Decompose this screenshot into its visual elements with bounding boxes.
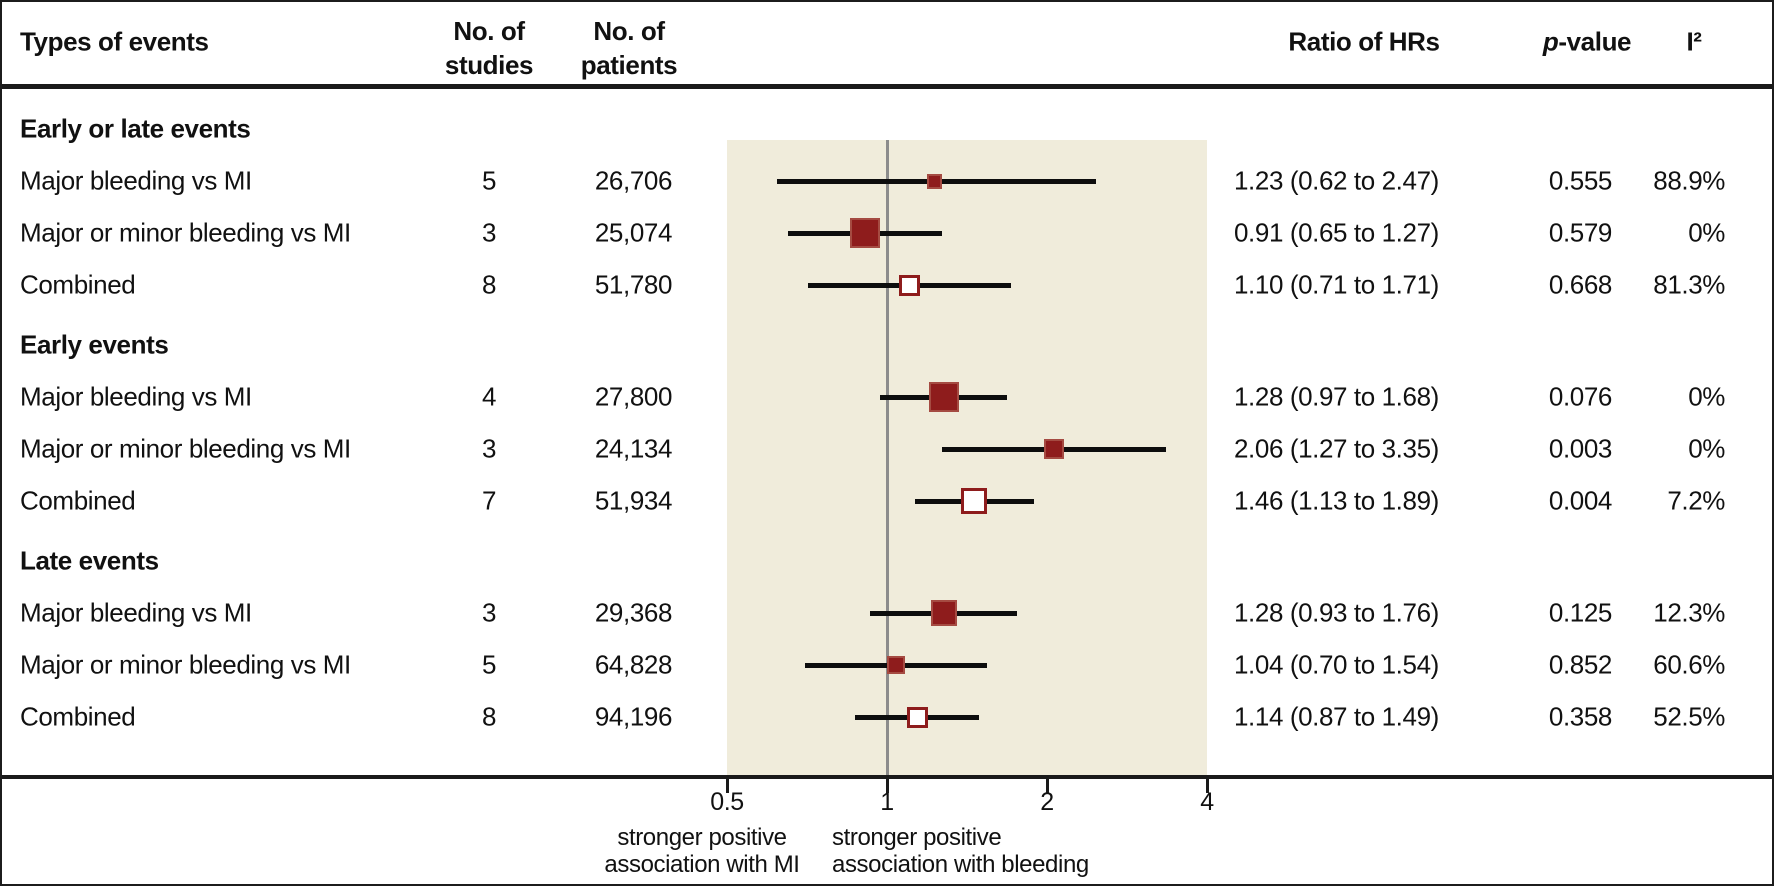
pvalue-value: 0.004 xyxy=(1548,485,1612,516)
pvalue-value: 0.668 xyxy=(1548,269,1612,300)
studies-value: 4 xyxy=(481,381,497,412)
patients-value: 51,934 xyxy=(594,485,673,516)
i2-value: 7.2% xyxy=(1667,485,1725,516)
axis-caption-left: stronger positive association with MI xyxy=(604,824,800,878)
column-header-types-of-events: Types of events xyxy=(20,26,209,57)
studies-value: 3 xyxy=(481,217,497,248)
ratio-value: 1.04 (0.70 to 1.54) xyxy=(1234,649,1439,680)
patients-value: 29,368 xyxy=(594,597,673,628)
i2-value: 12.3% xyxy=(1653,597,1725,628)
x-axis-tick xyxy=(1205,779,1209,793)
pvalue-value: 0.358 xyxy=(1548,701,1612,732)
ratio-value: 1.10 (0.71 to 1.71) xyxy=(1234,269,1439,300)
studies-value: 3 xyxy=(481,597,497,628)
x-axis-tick xyxy=(725,779,729,793)
column-header-no-of-patients: No. of patients xyxy=(580,16,678,80)
estimate-marker xyxy=(850,218,881,248)
ratio-value: 1.28 (0.97 to 1.68) xyxy=(1234,381,1439,412)
patients-value: 24,134 xyxy=(594,433,673,464)
column-header-no-of-studies: No. of studies xyxy=(444,16,534,80)
pvalue-value: 0.852 xyxy=(1548,649,1612,680)
estimate-marker xyxy=(961,488,988,514)
ratio-value: 1.23 (0.62 to 2.47) xyxy=(1234,165,1439,196)
estimate-marker xyxy=(931,600,957,626)
studies-value: 5 xyxy=(481,165,497,196)
studies-value: 5 xyxy=(481,649,497,680)
i2-value: 0% xyxy=(1688,433,1725,464)
row-label: Major bleeding vs MI xyxy=(20,165,252,196)
x-axis-tick xyxy=(885,779,889,793)
group-header: Early events xyxy=(20,329,169,360)
row-label: Combined xyxy=(20,269,136,300)
studies-value: 8 xyxy=(481,701,497,732)
reference-line-at-1 xyxy=(886,140,889,775)
estimate-marker xyxy=(898,274,920,296)
row-label: Major bleeding vs MI xyxy=(20,381,252,412)
column-header-i-squared: I² xyxy=(1686,26,1702,57)
x-axis-tick-label: 2 xyxy=(1040,788,1054,816)
estimate-marker xyxy=(1043,439,1064,459)
plot-background-band xyxy=(727,140,1207,775)
ratio-value: 1.28 (0.93 to 1.76) xyxy=(1234,597,1439,628)
x-axis-tick-label: 4 xyxy=(1200,788,1214,816)
patients-value: 27,800 xyxy=(594,381,673,412)
studies-value: 8 xyxy=(481,269,497,300)
pvalue-value: 0.579 xyxy=(1548,217,1612,248)
patients-value: 25,074 xyxy=(594,217,673,248)
axis-caption-right: stronger positive association with bleedi… xyxy=(832,824,1089,878)
pvalue-value: 0.555 xyxy=(1548,165,1612,196)
patients-value: 26,706 xyxy=(594,165,673,196)
pvalue-value: 0.125 xyxy=(1548,597,1612,628)
pvalue-value: 0.003 xyxy=(1548,433,1612,464)
group-header: Late events xyxy=(20,545,159,576)
estimate-marker xyxy=(887,656,906,674)
column-header-p-value: p-value xyxy=(1542,26,1632,57)
x-axis-line xyxy=(2,775,1772,779)
patients-value: 64,828 xyxy=(594,649,673,680)
estimate-marker xyxy=(906,706,928,728)
i2-value: 60.6% xyxy=(1653,649,1725,680)
i2-value: 88.9% xyxy=(1653,165,1725,196)
estimate-marker xyxy=(929,382,959,412)
i2-value: 52.5% xyxy=(1653,701,1725,732)
row-label: Combined xyxy=(20,701,136,732)
x-axis-tick xyxy=(1045,779,1049,793)
row-label: Major or minor bleeding vs MI xyxy=(20,649,351,680)
row-label: Combined xyxy=(20,485,136,516)
ratio-value: 0.91 (0.65 to 1.27) xyxy=(1234,217,1439,248)
estimate-marker xyxy=(927,173,943,189)
row-label: Major or minor bleeding vs MI xyxy=(20,433,351,464)
patients-value: 51,780 xyxy=(594,269,673,300)
ratio-value: 1.14 (0.87 to 1.49) xyxy=(1234,701,1439,732)
row-label: Major bleeding vs MI xyxy=(20,597,252,628)
header-divider-rule xyxy=(2,84,1772,89)
x-axis-tick-label: 1 xyxy=(880,788,894,816)
i2-value: 0% xyxy=(1688,381,1725,412)
x-axis-tick-label: 0.5 xyxy=(710,788,744,816)
ratio-value: 1.46 (1.13 to 1.89) xyxy=(1234,485,1439,516)
group-header: Early or late events xyxy=(20,113,251,144)
patients-value: 94,196 xyxy=(594,701,673,732)
studies-value: 7 xyxy=(481,485,497,516)
studies-value: 3 xyxy=(481,433,497,464)
pvalue-value: 0.076 xyxy=(1548,381,1612,412)
column-header-ratio-of-hrs: Ratio of HRs xyxy=(1288,26,1440,57)
i2-value: 0% xyxy=(1688,217,1725,248)
row-label: Major or minor bleeding vs MI xyxy=(20,217,351,248)
ratio-value: 2.06 (1.27 to 3.35) xyxy=(1234,433,1439,464)
i2-value: 81.3% xyxy=(1653,269,1725,300)
